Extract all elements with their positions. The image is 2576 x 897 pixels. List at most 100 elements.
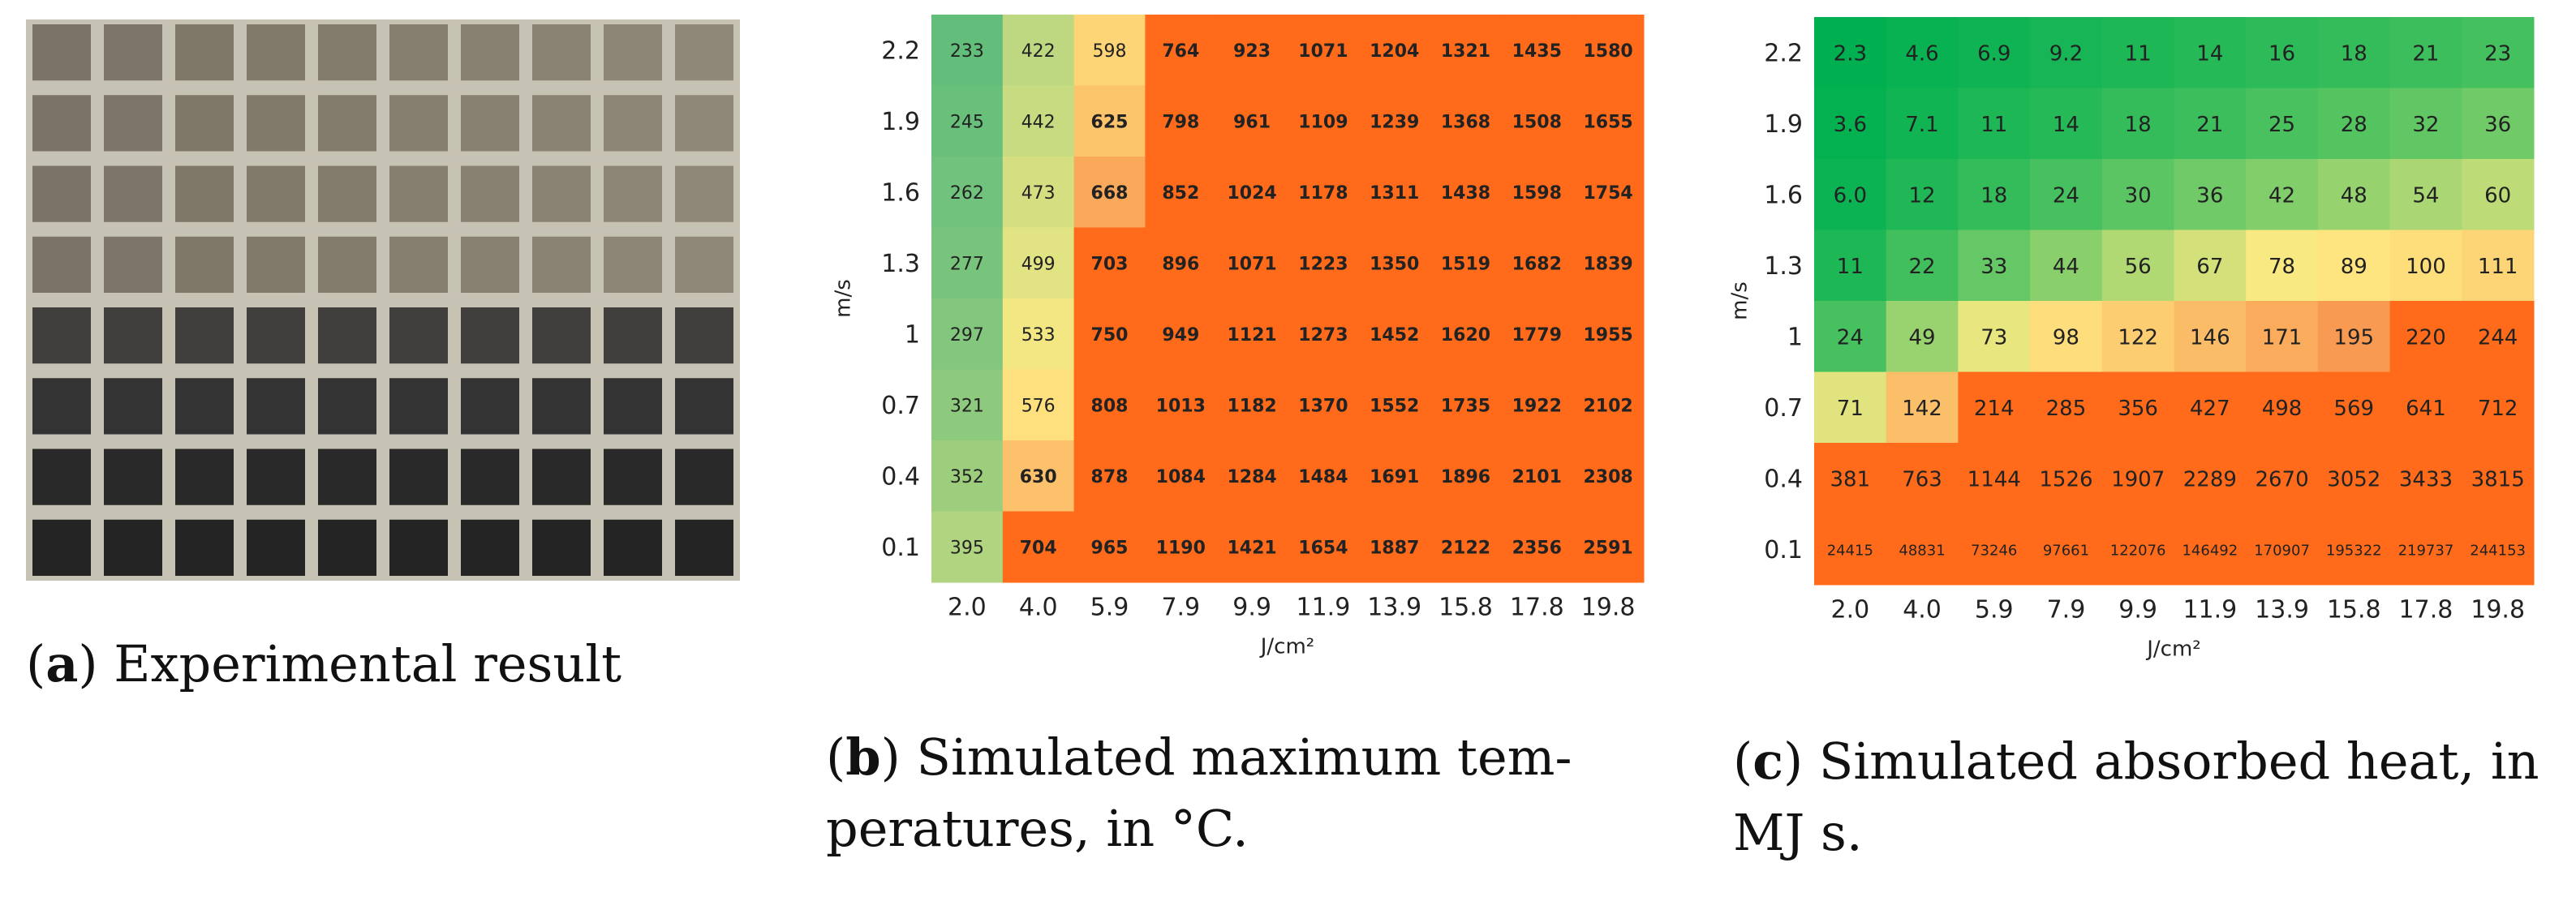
cell-label: 3815	[2471, 467, 2525, 491]
x-tick-label: 17.8	[2399, 596, 2453, 624]
cell-label: 1239	[1370, 112, 1419, 132]
cell-label: 1691	[1370, 467, 1419, 487]
photo-square	[675, 519, 733, 576]
y-tick-label: 1.6	[1764, 181, 1803, 209]
heatmap-cell	[2101, 301, 2174, 372]
x-axis-label: J/cm²	[2145, 637, 2200, 662]
y-tick-label: 1.6	[881, 178, 920, 207]
heatmap-cell	[1216, 227, 1288, 299]
y-tick-label: 1.9	[881, 108, 920, 136]
heatmap-cell	[1288, 298, 1360, 370]
photo-square	[604, 307, 662, 364]
cell-label: 1907	[2111, 467, 2165, 491]
cell-label: 21	[2196, 113, 2223, 137]
heatmap-cell	[2030, 230, 2103, 302]
heatmap-cell	[1073, 369, 1146, 441]
photo-square	[32, 24, 91, 81]
photo-square	[175, 378, 234, 435]
cell-label: 1350	[1370, 254, 1419, 274]
photo-square	[104, 519, 162, 576]
cell-label: 356	[2118, 397, 2158, 421]
heatmap-cell	[1501, 227, 1573, 299]
photo-square	[318, 24, 376, 81]
cell-label: 949	[1162, 325, 1199, 345]
heatmap-cell	[2030, 88, 2103, 160]
cell-label: 262	[950, 183, 984, 204]
x-tick-label: 2.0	[948, 594, 987, 622]
heatmap-cell	[1886, 301, 1959, 372]
cell-label: 73	[1980, 325, 2007, 350]
cell-label: 42	[2269, 183, 2295, 208]
cell-label: 244153	[2470, 542, 2526, 559]
cell-label: 97661	[2043, 542, 2089, 559]
x-tick-label: 17.8	[1510, 594, 1564, 622]
cell-label: 11	[1837, 255, 1864, 279]
cell-label: 352	[950, 467, 984, 487]
heatmap-cell	[931, 369, 1004, 441]
cell-label: 2.3	[1834, 41, 1867, 66]
cell-label: 122	[2118, 325, 2158, 350]
cell-label: 11	[2125, 41, 2152, 66]
cell-label: 1655	[1583, 112, 1632, 132]
heatmap-cell	[2462, 17, 2535, 88]
heatmap-cell	[1430, 298, 1502, 370]
photo-square	[104, 95, 162, 152]
photo-square	[532, 307, 591, 364]
heatmap-cell	[931, 15, 1004, 86]
heatmap-cell	[2030, 513, 2103, 586]
cell-label: 2308	[1583, 467, 1632, 487]
heatmap-cell	[2317, 371, 2391, 444]
cell-label: 576	[1021, 396, 1056, 416]
cell-label: 71	[1837, 397, 1864, 421]
cell-label: 1071	[1298, 41, 1348, 62]
y-tick-label: 0.1	[1764, 536, 1803, 564]
heatmap-cell	[1814, 301, 1887, 372]
photo-square	[389, 307, 448, 364]
heatmap-cell	[2389, 17, 2462, 88]
absorbed-heat-heatmap: 2.3 4.6 6.9 9.2 11 14 16 18 21 23 3.6 7.1 11 14 18 21 25…	[1728, 17, 2535, 662]
heatmap-cell	[1886, 443, 1959, 514]
cell-label: 1654	[1298, 538, 1348, 558]
cell-label: 89	[2341, 255, 2367, 279]
photo-square	[675, 95, 733, 152]
photo-square	[461, 307, 519, 364]
cell-label: 1013	[1156, 396, 1206, 416]
heatmap-cell	[1358, 15, 1431, 86]
cell-label: 233	[950, 41, 984, 62]
x-tick-label: 2.0	[1830, 596, 1869, 624]
x-tick-label: 5.9	[1090, 594, 1129, 622]
heatmap-cell	[2174, 443, 2247, 514]
caption-a: (a) Experimental result	[26, 634, 622, 693]
heatmap-cell	[1216, 369, 1288, 441]
cell-label: 1182	[1227, 396, 1276, 416]
cell-label: 1754	[1583, 183, 1632, 204]
heatmap-cell	[1572, 157, 1645, 228]
cell-label: 48831	[1899, 542, 1945, 559]
y-tick-label: 1	[905, 320, 920, 349]
cell-label: 2122	[1441, 538, 1490, 558]
heatmap-cell	[1216, 511, 1288, 583]
heatmap-cell	[1288, 157, 1360, 228]
heatmap-cell	[1002, 298, 1075, 370]
cell-label: 442	[1021, 112, 1056, 132]
cell-label: 1519	[1441, 254, 1490, 274]
cell-label: 11	[1980, 113, 2007, 137]
x-tick-label: 11.9	[1297, 594, 1351, 622]
photo-square	[104, 236, 162, 293]
photo-square	[318, 519, 376, 576]
photo-square	[175, 24, 234, 81]
photo-square	[32, 95, 91, 152]
heatmap-cell	[1073, 227, 1146, 299]
y-tick-label: 0.4	[1764, 465, 1803, 493]
x-tick-label: 15.8	[1439, 594, 1493, 622]
cell-label: 214	[1974, 397, 2015, 421]
y-tick-label: 1	[1787, 323, 1803, 351]
cell-label: 56	[2125, 255, 2152, 279]
cell-label: 14	[2053, 113, 2079, 137]
cell-label: 33	[1980, 255, 2007, 279]
cell-label: 923	[1233, 41, 1271, 62]
photo-square	[389, 165, 448, 222]
x-tick-label: 5.9	[1975, 596, 2014, 624]
cell-label: 16	[2269, 41, 2295, 66]
y-axis-label: m/s	[1728, 281, 1752, 320]
